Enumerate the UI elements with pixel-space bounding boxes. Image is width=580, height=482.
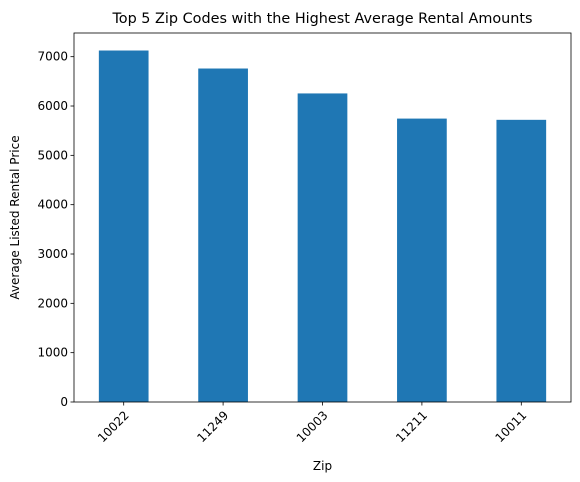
y-tick-label: 1000	[37, 346, 68, 360]
bar-11249	[198, 68, 248, 403]
bar-10011	[496, 119, 547, 402]
bars-group	[98, 50, 547, 403]
y-tick-label: 0	[60, 395, 68, 409]
y-tick-label: 5000	[37, 148, 68, 162]
x-tick-label: 11211	[393, 408, 430, 445]
y-tick-label: 4000	[37, 198, 68, 212]
y-tick-label: 7000	[37, 50, 68, 64]
chart-title: Top 5 Zip Codes with the Highest Average…	[111, 11, 532, 27]
x-tick-label: 10003	[294, 408, 331, 445]
x-axis-ticks: 10022 11249 10003 11211 10011	[95, 402, 530, 445]
x-tick-label: 10011	[493, 408, 530, 445]
y-axis-ticks: 0 1000 2000 3000 4000 5000 6000 7000	[37, 50, 74, 409]
y-tick-label: 6000	[37, 99, 68, 113]
bar-10022	[98, 50, 149, 403]
plot-frame	[73, 32, 572, 403]
y-tick-label: 3000	[37, 247, 68, 261]
y-tick-label: 2000	[37, 296, 68, 310]
y-axis-label: Average Listed Rental Price	[8, 135, 22, 299]
x-tick-label: 10022	[95, 408, 132, 445]
x-tick-label: 11249	[194, 408, 231, 445]
x-axis-label: Zip	[313, 459, 332, 473]
bar-10003	[297, 93, 348, 402]
bar-11211	[397, 118, 447, 402]
